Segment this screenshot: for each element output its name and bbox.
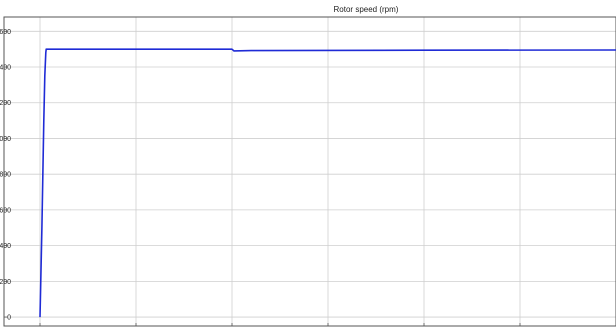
series-line-0 [39, 48, 616, 318]
y-axis-ticks: 1600 1400 1200 1000 800 600 400 200 0 [0, 29, 616, 326]
y-tick-label: 1200 [0, 100, 11, 107]
chart-title: Rotor speed (rpm) [334, 5, 399, 14]
y-tick-label: 1000 [0, 136, 11, 143]
y-tick-label: 200 [0, 279, 11, 286]
y-tick-label: 0 [7, 315, 11, 322]
y-tick-label: 600 [0, 207, 11, 214]
plot-area-frame [3, 16, 616, 327]
y-tick-label: 400 [0, 243, 11, 250]
y-tick-label: 800 [0, 172, 11, 179]
y-tick-label: 1600 [0, 29, 11, 36]
grid [4, 17, 616, 326]
y-tick-label: 1400 [0, 65, 11, 72]
series-layer [39, 48, 616, 318]
